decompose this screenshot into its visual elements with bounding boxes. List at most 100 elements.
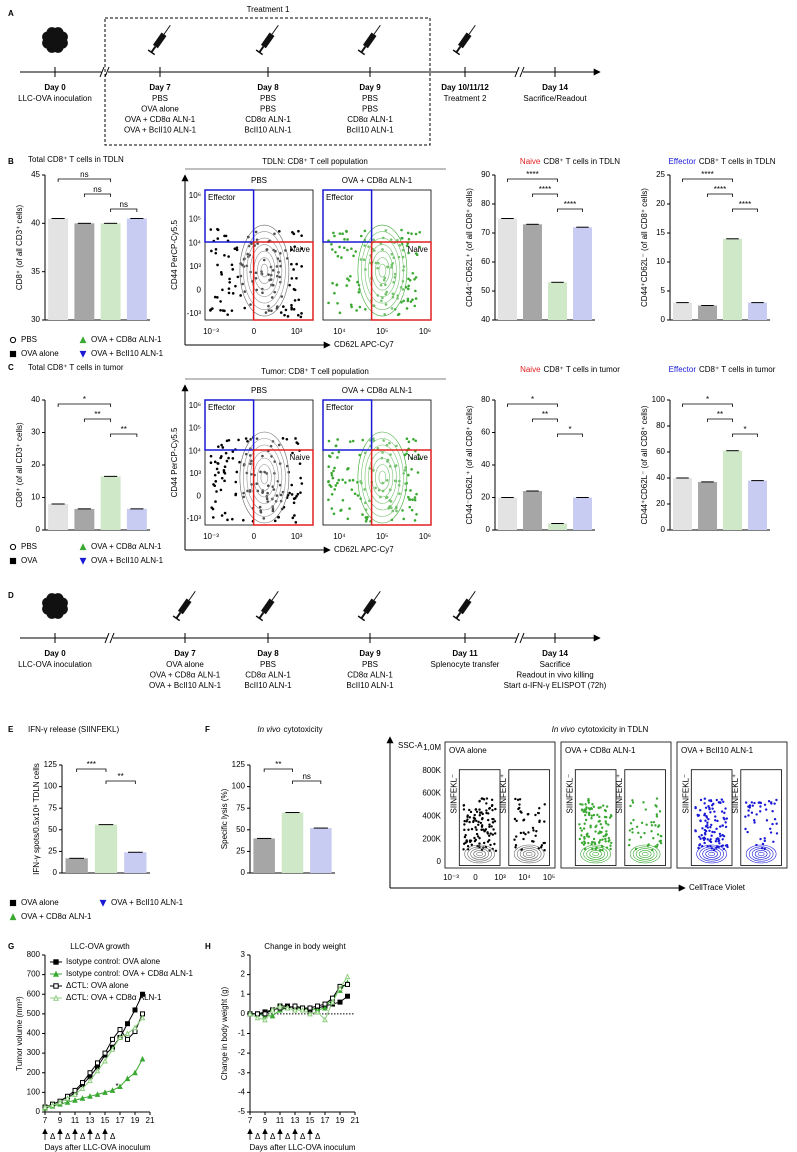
treatment-arrow-label: Δ [65, 1132, 71, 1141]
event-dot [583, 822, 586, 825]
event-dot [382, 278, 386, 282]
x-tick-label: 7 [248, 1116, 253, 1125]
event-dot [271, 269, 275, 272]
contour [583, 846, 608, 862]
legend-label: PBS [21, 542, 37, 551]
data-point [72, 1091, 78, 1097]
event-dot [491, 808, 494, 812]
event-dot [384, 303, 388, 306]
event-dot [216, 263, 219, 267]
axis-break-gap [517, 635, 523, 641]
event-dot [331, 281, 334, 285]
y-axis-label: CD8⁺ (of all CD3⁺ cells) [15, 204, 24, 290]
event-dot [351, 478, 355, 482]
x-tick-label: 15 [306, 1116, 315, 1125]
flow-x-tick-label: 10³ [494, 873, 506, 882]
event-dot [481, 812, 484, 816]
event-dot [290, 262, 293, 266]
flow-x-tick-label: 10⁻³ [443, 873, 459, 882]
event-dot [231, 268, 235, 271]
series-line [44, 1013, 143, 1108]
event-dot [709, 840, 713, 844]
treatment-arrow-label: Δ [300, 1132, 306, 1141]
event-dot [482, 841, 486, 845]
contour [516, 846, 542, 862]
data-point [102, 1089, 108, 1095]
flow-panel [322, 399, 432, 526]
event-dot [609, 813, 613, 817]
event-dot [361, 513, 364, 516]
flow-y-tick-label: 0 [437, 857, 442, 866]
event-dot [478, 800, 481, 803]
event-line: OVA + CD8α ALN-1 [150, 671, 221, 680]
event-dot [285, 437, 289, 441]
event-dot [514, 797, 517, 801]
flow-x-tick-label: 10⁵ [376, 532, 388, 541]
gate-naive [252, 241, 314, 321]
data-point [64, 1095, 71, 1101]
event-dot [475, 828, 478, 831]
event-dot [297, 229, 300, 233]
event-dot [518, 806, 521, 810]
event-dot [698, 835, 701, 839]
event-dot [699, 809, 702, 812]
data-point [307, 1010, 313, 1017]
significance-label: **** [564, 200, 576, 209]
event-dot [381, 248, 384, 251]
event-dot [300, 234, 303, 237]
event-dot [372, 304, 375, 307]
event-dot [264, 311, 268, 314]
y-tick-label: 80 [481, 395, 490, 404]
bar [124, 852, 147, 873]
significance-bracket [707, 418, 733, 422]
event-dot [216, 237, 220, 240]
event-dot [217, 445, 220, 448]
event-dot [331, 476, 335, 480]
event-dot [395, 444, 398, 448]
event-dot [590, 843, 593, 846]
contour [246, 444, 283, 511]
data-point [117, 1027, 123, 1033]
bar [100, 223, 121, 320]
event-dot [718, 832, 722, 836]
event-dot [214, 251, 218, 255]
event-dot [392, 281, 396, 284]
syringe-body [260, 598, 275, 615]
x-tick-label: 11 [71, 1116, 80, 1125]
event-dot [416, 471, 420, 474]
event-dot [415, 253, 419, 256]
flow-y-tick-label: 600K [422, 789, 441, 798]
syringe-plunger [360, 45, 367, 53]
significance-label: * [743, 425, 746, 434]
chart-title: IFN-γ release (SIINFEKL) [28, 725, 119, 734]
event-dot [299, 315, 303, 319]
event-dot [249, 303, 252, 306]
syringe-icon [255, 590, 279, 622]
event-dot [241, 282, 244, 286]
syringe-needle [373, 24, 381, 35]
axis-break-gap [517, 69, 523, 75]
event-dot [327, 498, 330, 502]
data-point [79, 1095, 86, 1101]
event-dot [592, 813, 596, 817]
flow-x-tick-label: 10³ [291, 327, 303, 336]
event-dot [751, 804, 754, 807]
significance-bracket [557, 208, 583, 212]
event-dot [707, 805, 710, 808]
event-dot [491, 847, 494, 851]
event-dot [469, 810, 473, 814]
event-day: Day 9 [359, 649, 381, 658]
event-dot [296, 313, 300, 317]
event-dot [462, 848, 465, 851]
event-dot [472, 820, 475, 824]
bar [573, 227, 592, 320]
event-dot [215, 467, 219, 471]
event-dot [714, 815, 717, 818]
syringe-needle [373, 590, 381, 601]
data-point [117, 1034, 123, 1040]
event-dot [363, 244, 366, 247]
contour [632, 846, 658, 862]
event-dot [418, 231, 422, 234]
flow-title: In vivo cytotoxicity in TDLN [552, 725, 649, 734]
event-dot [468, 816, 472, 819]
